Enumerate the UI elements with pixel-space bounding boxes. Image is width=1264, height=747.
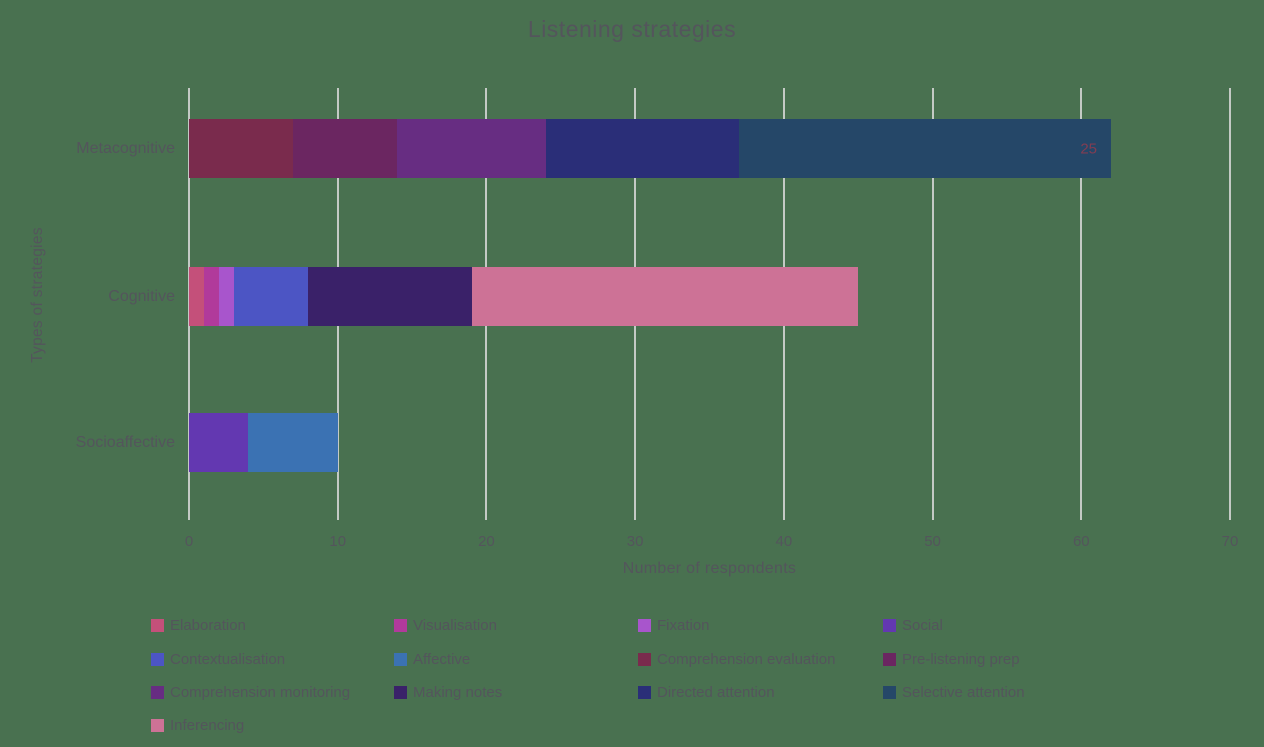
legend-item: Elaboration xyxy=(151,617,246,634)
legend-item: Affective xyxy=(394,651,470,668)
bar-segment xyxy=(189,413,249,472)
legend-swatch-icon xyxy=(638,686,651,699)
legend-swatch-icon xyxy=(394,619,407,632)
legend-swatch-icon xyxy=(883,686,896,699)
bar-segment xyxy=(218,267,234,326)
legend-label: Inferencing xyxy=(170,717,245,734)
legend-item: Directed attention xyxy=(638,684,775,701)
legend-swatch-icon xyxy=(883,653,896,666)
chart-title: Listening strategies xyxy=(527,16,737,42)
x-tick-label: 10 xyxy=(329,533,347,550)
legend-swatch-icon xyxy=(394,653,407,666)
x-tick-label: 0 xyxy=(184,533,194,550)
category-label: Cognitive xyxy=(108,287,175,305)
bar-segment xyxy=(545,119,740,178)
legend-label: Comprehension monitoring xyxy=(170,684,351,701)
legend-label: Social xyxy=(902,617,943,634)
category-label: Metacognitive xyxy=(76,139,175,157)
legend-swatch-icon xyxy=(151,619,164,632)
bar-row: 25 xyxy=(189,119,1111,178)
x-tick-label: 30 xyxy=(626,533,644,550)
legend-item: Social xyxy=(883,617,943,634)
category-label: Socioaffective xyxy=(75,433,175,451)
bar-segment xyxy=(307,267,472,326)
bar-segment xyxy=(233,267,308,326)
legend-swatch-icon xyxy=(151,686,164,699)
bar-segment xyxy=(248,413,338,472)
legend-label: Directed attention xyxy=(657,684,775,701)
bar-row xyxy=(189,413,338,472)
bar-segment xyxy=(203,267,219,326)
legend-item: Selective attention xyxy=(883,684,1025,701)
bar-segment xyxy=(471,267,859,326)
legend-item: Fixation xyxy=(638,617,710,634)
bar-value-label: 25 xyxy=(1080,140,1097,157)
bar-segment xyxy=(293,119,398,178)
legend-label: Comprehension evaluation xyxy=(657,651,836,668)
gridline xyxy=(931,88,934,520)
gridline xyxy=(1080,88,1083,520)
x-axis-title: Number of respondents xyxy=(622,560,797,577)
legend-label: Pre-listening prep xyxy=(902,651,1020,668)
x-tick-label: 60 xyxy=(1072,533,1090,550)
x-tick-label: 50 xyxy=(924,533,941,550)
plot-area: 25 xyxy=(188,88,1231,520)
legend-swatch-icon xyxy=(638,619,651,632)
legend-label: Fixation xyxy=(657,617,710,634)
x-tick-label: 70 xyxy=(1221,533,1239,550)
gridline xyxy=(1229,88,1231,520)
legend-label: Contextualisation xyxy=(170,651,286,668)
legend-item: Comprehension evaluation xyxy=(638,651,835,668)
legend-label: Selective attention xyxy=(902,684,1025,701)
bar-segment: 25 xyxy=(739,119,1111,178)
bar-segment xyxy=(189,119,294,178)
bar-segment xyxy=(189,267,204,326)
legend-item: Visualisation xyxy=(394,617,497,634)
legend-item: Making notes xyxy=(394,684,502,701)
legend-label: Visualisation xyxy=(413,617,497,634)
legend-item: Inferencing xyxy=(151,717,244,734)
x-tick-label: 20 xyxy=(478,533,495,550)
bar-row xyxy=(189,267,859,326)
legend-label: Affective xyxy=(413,651,471,668)
legend-item: Comprehension monitoring xyxy=(151,684,350,701)
legend-swatch-icon xyxy=(151,653,164,666)
legend-item: Pre-listening prep xyxy=(883,651,1020,668)
legend-label: Elaboration xyxy=(170,617,246,634)
legend-swatch-icon xyxy=(638,653,651,666)
x-tick-label: 40 xyxy=(775,533,793,550)
legend-swatch-icon xyxy=(394,686,407,699)
legend-item: Contextualisation xyxy=(151,651,285,668)
legend-swatch-icon xyxy=(883,619,896,632)
legend-swatch-icon xyxy=(151,719,164,732)
bar-segment xyxy=(397,119,546,178)
legend-label: Making notes xyxy=(413,684,503,701)
